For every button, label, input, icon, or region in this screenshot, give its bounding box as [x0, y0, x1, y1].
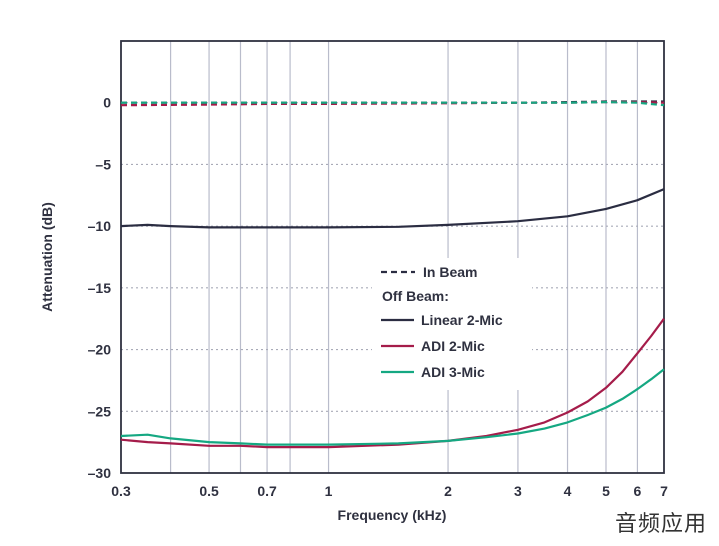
watermark-text: 音频应用 — [614, 512, 707, 537]
x-tick-label: 0.5 — [199, 483, 219, 499]
y-tick-label: –20 — [88, 342, 112, 358]
y-tick-labels: 0 –5 –10 –15 –20 –25 –30 — [88, 95, 112, 481]
legend-adi-2-mic-label: ADI 2-Mic — [421, 338, 485, 354]
series-line-adi-3-mic — [120, 368, 665, 446]
plot-frame — [120, 40, 665, 474]
x-tick-label: 6 — [634, 483, 642, 499]
x-tick-label: 2 — [444, 483, 452, 499]
x-tick-label: 0.3 — [111, 483, 131, 499]
x-tick-label: 5 — [602, 483, 610, 499]
y-tick-label: –5 — [95, 156, 111, 172]
x-axis-label: Frequency (kHz) — [338, 507, 447, 523]
legend-in-beam-label: In Beam — [423, 264, 477, 280]
series-line-linear-2-mic — [120, 188, 665, 229]
x-tick-label: 7 — [660, 483, 668, 499]
series-lines — [120, 100, 665, 449]
legend-off-beam-header: Off Beam: — [382, 288, 449, 304]
x-tick-label: 1 — [325, 483, 333, 499]
grid — [121, 41, 664, 473]
legend: In Beam Off Beam: Linear 2-Mic ADI 2-Mic… — [372, 258, 532, 390]
x-tick-label: 4 — [564, 483, 572, 499]
y-tick-label: –30 — [88, 465, 112, 481]
legend-adi-3-mic-label: ADI 3-Mic — [421, 364, 485, 380]
x-tick-labels: 0.3 0.5 0.7 1 2 3 4 5 6 7 — [111, 483, 668, 499]
legend-background — [372, 258, 532, 390]
series-line-adi-3-mic-in-beam — [121, 100, 665, 107]
x-tick-label: 3 — [514, 483, 522, 499]
y-axis-label: Attenuation (dB) — [39, 202, 55, 312]
y-tick-label: –25 — [88, 403, 112, 419]
y-tick-label: –10 — [88, 218, 112, 234]
x-tick-label: 0.7 — [257, 483, 277, 499]
y-tick-label: 0 — [103, 95, 111, 111]
legend-linear-2-mic-label: Linear 2-Mic — [421, 312, 503, 328]
y-tick-label: –15 — [88, 280, 112, 296]
